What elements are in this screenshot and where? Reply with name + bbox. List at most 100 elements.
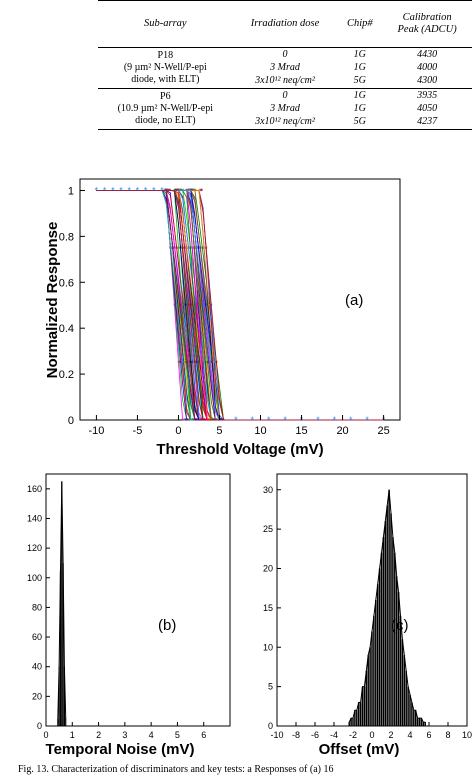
bar-group-b <box>57 481 67 726</box>
series-marker: * <box>183 418 186 425</box>
series-marker: * <box>179 303 182 310</box>
series-line <box>96 190 384 421</box>
y-tick-label-a: 0.2 <box>59 369 74 381</box>
series-marker: * <box>200 418 203 425</box>
cell-chip: 1G <box>353 90 366 101</box>
y-tick-label-a: 0.8 <box>59 231 74 243</box>
series-line <box>96 190 384 421</box>
series-marker: * <box>182 361 185 368</box>
series-marker: * <box>217 418 220 425</box>
series-marker: * <box>177 303 180 310</box>
series-marker: * <box>181 303 184 310</box>
x-tick-label-a: 25 <box>377 425 389 437</box>
series-marker: * <box>218 418 221 425</box>
series-marker: * <box>196 303 199 310</box>
series-marker: * <box>204 303 207 310</box>
series-marker: * <box>152 185 156 195</box>
series-marker: * <box>160 185 164 195</box>
series-marker: * <box>169 188 172 195</box>
series-marker: * <box>165 188 168 195</box>
series-marker: * <box>198 303 201 310</box>
series-marker: * <box>206 303 209 310</box>
header-irradiation-dose: Irradiation dose <box>250 18 320 29</box>
series-marker: * <box>203 418 206 425</box>
series-marker: * <box>234 415 238 425</box>
series-line <box>96 190 384 421</box>
series-marker: * <box>210 303 213 310</box>
series-marker: * <box>251 415 255 425</box>
series-line <box>96 190 384 421</box>
series-marker: * <box>200 188 203 195</box>
series-marker: * <box>204 303 207 310</box>
series-marker: * <box>191 418 194 425</box>
series-marker: * <box>219 418 222 425</box>
series-marker: * <box>205 246 208 253</box>
series-marker: * <box>207 361 210 368</box>
series-marker: * <box>208 303 211 310</box>
series-marker: * <box>191 188 194 195</box>
series-marker: * <box>103 185 107 195</box>
y-tick-label-b: 120 <box>27 543 42 553</box>
y-tick-label-a: 0.6 <box>59 277 74 289</box>
series-marker: * <box>209 361 212 368</box>
series-marker: * <box>215 418 218 425</box>
panel-label-b: (b) <box>158 617 176 634</box>
series-line <box>96 190 384 421</box>
y-tick-label-c: 25 <box>263 524 273 534</box>
series-marker: * <box>211 361 214 368</box>
series-marker: * <box>181 418 184 425</box>
series-marker: * <box>190 188 193 195</box>
cell-sub-array: P6 <box>160 91 171 102</box>
series-marker: * <box>203 246 206 253</box>
x-tick-label-a: -10 <box>88 425 104 437</box>
series-line <box>96 190 384 421</box>
series-marker: * <box>196 361 199 368</box>
series-marker: * <box>215 418 218 425</box>
series-marker: * <box>201 303 204 310</box>
x-tick-label-c: -10 <box>270 730 283 740</box>
header-sub-array: Sub-array <box>144 18 187 29</box>
cell-dose: 3 Mrad <box>270 62 300 73</box>
series-marker: * <box>184 303 187 310</box>
series-line <box>96 190 384 421</box>
y-tick-label-a: 1 <box>68 185 74 197</box>
series-line <box>96 190 384 421</box>
table-row: P6 0 1G 3935 <box>98 88 472 104</box>
series-marker: * <box>166 188 169 195</box>
series-marker: * <box>173 246 176 253</box>
cell-sub-array: (9 µm² N-Well/P-epi <box>123 62 207 73</box>
series-marker: * <box>214 361 217 368</box>
y-tick-label-b: 80 <box>32 602 42 612</box>
y-tick-label-c: 0 <box>268 721 273 731</box>
series-marker: * <box>210 418 213 425</box>
series-marker: * <box>186 418 189 425</box>
series-marker: * <box>184 418 187 425</box>
series-marker: * <box>173 303 176 310</box>
series-line <box>96 190 384 421</box>
series-line <box>96 190 384 421</box>
series-marker: * <box>175 246 178 253</box>
series-marker: * <box>191 418 194 425</box>
series-marker: * <box>193 361 196 368</box>
series-marker: * <box>195 418 198 425</box>
series-marker: * <box>176 188 179 195</box>
x-tick-label-b: 6 <box>201 730 206 740</box>
series-marker: * <box>193 418 196 425</box>
series-marker: * <box>213 361 216 368</box>
series-marker: * <box>193 418 196 425</box>
series-marker: * <box>222 418 225 425</box>
series-line <box>96 190 384 421</box>
series-marker: * <box>185 246 188 253</box>
x-tick-label-a: 20 <box>336 425 348 437</box>
panel-label-c: (c) <box>391 617 409 634</box>
y-tick-label-c: 30 <box>263 485 273 495</box>
series-marker: * <box>208 418 211 425</box>
series-marker: * <box>185 303 188 310</box>
series-marker: * <box>191 246 194 253</box>
x-tick-label-a: 10 <box>254 425 266 437</box>
series-marker: * <box>178 361 181 368</box>
series-marker: * <box>165 188 168 195</box>
y-tick-label-c: 15 <box>263 603 273 613</box>
series-marker: * <box>189 188 192 195</box>
series-marker: * <box>200 361 203 368</box>
